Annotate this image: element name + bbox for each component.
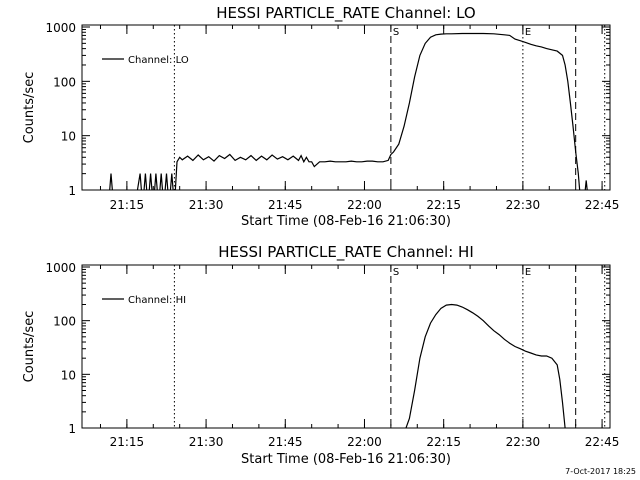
footer-timestamp: 7-Oct-2017 18:25 bbox=[565, 467, 636, 476]
series-line bbox=[405, 303, 566, 428]
x-axis-label: Start Time (08-Feb-16 21:06:30) bbox=[241, 452, 451, 467]
y-tick-label: 10 bbox=[61, 368, 76, 382]
y-tick-label: 1 bbox=[68, 184, 76, 198]
x-tick-label: 22:15 bbox=[426, 198, 461, 212]
x-tick-label: 21:15 bbox=[110, 435, 145, 449]
chart-title: HESSI PARTICLE_RATE Channel: HI bbox=[218, 243, 474, 262]
plot-frame bbox=[81, 24, 611, 191]
marker-label: E bbox=[525, 267, 531, 278]
x-tick-label: 21:30 bbox=[189, 435, 224, 449]
y-tick-label: 100 bbox=[53, 315, 76, 329]
x-tick-label: 22:15 bbox=[426, 435, 461, 449]
y-tick-label: 1 bbox=[68, 422, 76, 436]
x-tick-label: 22:00 bbox=[347, 198, 382, 212]
x-tick-label: 22:00 bbox=[347, 435, 382, 449]
x-tick-label: 22:45 bbox=[585, 198, 620, 212]
y-axis-label: Counts/sec bbox=[22, 72, 37, 144]
x-tick-label: 21:45 bbox=[268, 435, 303, 449]
legend-label: Channel: LO bbox=[128, 55, 189, 66]
chart-title: HESSI PARTICLE_RATE Channel: LO bbox=[216, 4, 475, 23]
chart-hi: HESSI PARTICLE_RATE Channel: HI 1 10 100 100… bbox=[22, 243, 619, 467]
marker-label: S bbox=[393, 27, 399, 38]
y-axis-label: Counts/sec bbox=[22, 311, 37, 383]
x-tick-label: 22:45 bbox=[585, 435, 620, 449]
x-tick-label: 22:30 bbox=[506, 198, 541, 212]
marker-label: S bbox=[393, 267, 399, 278]
y-tick-label: 100 bbox=[53, 75, 76, 89]
legend-label: Channel: HI bbox=[128, 295, 186, 306]
marker-label: E bbox=[525, 27, 531, 38]
x-tick-label: 21:15 bbox=[110, 198, 145, 212]
x-tick-label: 21:30 bbox=[189, 198, 224, 212]
y-tick-label: 1000 bbox=[45, 261, 76, 275]
chart-lo: HESSI PARTICLE_RATE Channel: LO 1 10 100 100… bbox=[22, 4, 619, 229]
series-line bbox=[109, 32, 588, 190]
y-tick-label: 1000 bbox=[45, 21, 76, 35]
x-axis-label: Start Time (08-Feb-16 21:06:30) bbox=[241, 214, 451, 229]
x-tick-label: 22:30 bbox=[506, 435, 541, 449]
y-tick-label: 10 bbox=[61, 130, 76, 144]
plot-frame bbox=[81, 264, 611, 429]
x-tick-label: 21:45 bbox=[268, 198, 303, 212]
